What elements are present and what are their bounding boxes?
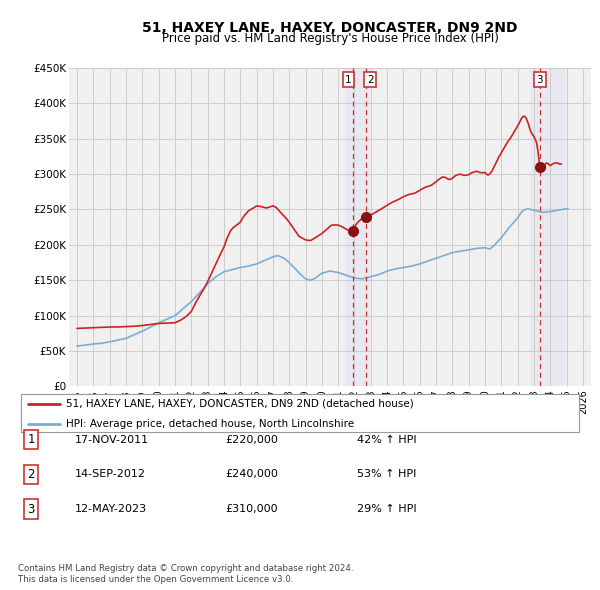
Text: 14-SEP-2012: 14-SEP-2012 bbox=[75, 470, 146, 479]
Text: 51, HAXEY LANE, HAXEY, DONCASTER, DN9 2ND: 51, HAXEY LANE, HAXEY, DONCASTER, DN9 2N… bbox=[142, 21, 518, 35]
FancyBboxPatch shape bbox=[21, 394, 579, 432]
Text: Price paid vs. HM Land Registry's House Price Index (HPI): Price paid vs. HM Land Registry's House … bbox=[161, 32, 499, 45]
Text: £310,000: £310,000 bbox=[225, 504, 278, 514]
Text: 3: 3 bbox=[536, 75, 543, 84]
Text: 29% ↑ HPI: 29% ↑ HPI bbox=[357, 504, 416, 514]
Text: Contains HM Land Registry data © Crown copyright and database right 2024.: Contains HM Land Registry data © Crown c… bbox=[18, 565, 353, 573]
Text: 51, HAXEY LANE, HAXEY, DONCASTER, DN9 2ND (detached house): 51, HAXEY LANE, HAXEY, DONCASTER, DN9 2N… bbox=[66, 398, 413, 408]
Text: 1: 1 bbox=[345, 75, 352, 84]
Text: HPI: Average price, detached house, North Lincolnshire: HPI: Average price, detached house, Nort… bbox=[66, 419, 354, 429]
Text: 3: 3 bbox=[28, 503, 35, 516]
Text: 17-NOV-2011: 17-NOV-2011 bbox=[75, 435, 149, 444]
Bar bbox=[532, 68, 564, 386]
Text: £240,000: £240,000 bbox=[225, 470, 278, 479]
Text: 42% ↑ HPI: 42% ↑ HPI bbox=[357, 435, 416, 444]
Text: This data is licensed under the Open Government Licence v3.0.: This data is licensed under the Open Gov… bbox=[18, 575, 293, 584]
Text: £220,000: £220,000 bbox=[225, 435, 278, 444]
Bar bbox=[346, 68, 369, 386]
Text: 12-MAY-2023: 12-MAY-2023 bbox=[75, 504, 147, 514]
Text: 2: 2 bbox=[28, 468, 35, 481]
Text: 1: 1 bbox=[28, 433, 35, 446]
Text: 53% ↑ HPI: 53% ↑ HPI bbox=[357, 470, 416, 479]
Text: 2: 2 bbox=[367, 75, 373, 84]
